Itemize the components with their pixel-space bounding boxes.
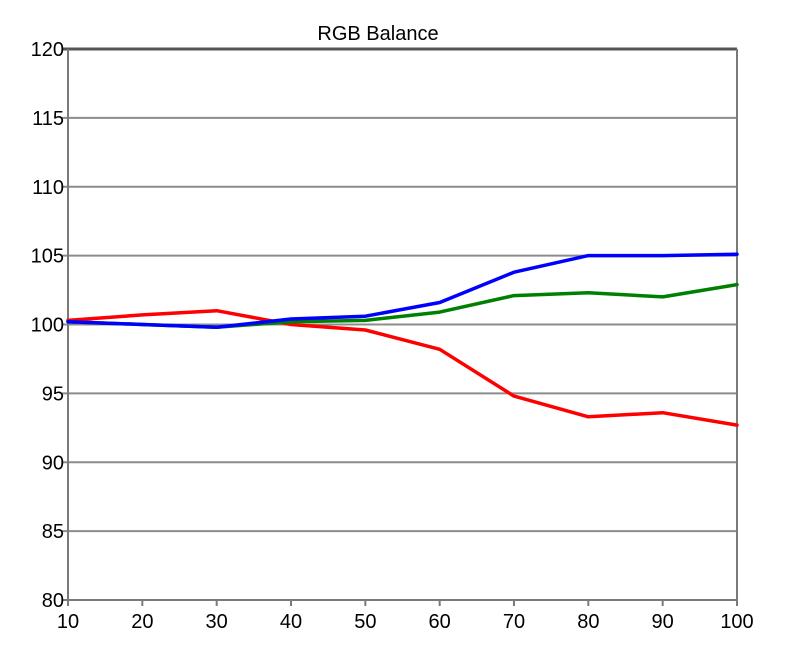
y-tick-label: 110 [32,177,64,199]
y-tick-label: 95 [42,383,64,405]
y-tick-label: 80 [42,590,64,612]
y-tick-label: 105 [31,246,64,268]
x-tick-labels: 10 20 30 40 50 60 70 80 90 100 [57,611,754,633]
series-line-2 [66,252,739,330]
x-tick-label: 80 [577,611,599,633]
x-tick-label: 30 [206,611,228,633]
series-line-0 [66,308,739,427]
y-tick-label: 85 [42,521,64,543]
chart-title: RGB Balance [317,23,438,45]
x-tick-label: 50 [354,611,376,633]
x-tick-label: 60 [429,611,451,633]
x-tick-label: 100 [720,611,753,633]
x-tick-label: 20 [131,611,153,633]
y-tick-label: 90 [42,452,64,474]
x-tick-label: 70 [503,611,525,633]
x-tick-label: 40 [280,611,302,633]
x-tick-label: 10 [57,611,79,633]
series-lines [66,252,739,427]
axes [62,49,738,606]
y-tick-label: 115 [32,108,64,130]
y-tick-labels: 80 85 90 95 100 105 110 115 120 [31,39,64,612]
y-tick-label: 100 [31,315,64,337]
x-tick-label: 90 [652,611,674,633]
y-tick-label: 120 [31,39,64,61]
